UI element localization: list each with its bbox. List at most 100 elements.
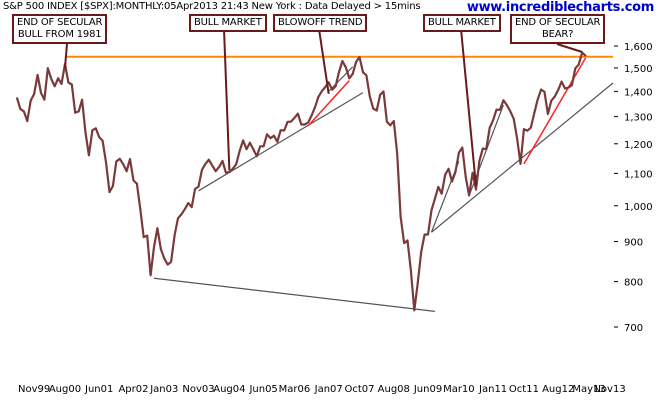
y-tick-label: 800 [624, 278, 643, 289]
price-point [396, 152, 399, 155]
price-point [112, 185, 114, 187]
x-tick-label: Aug04 [213, 384, 245, 395]
x-tick-label: Jan03 [149, 384, 178, 395]
price-point [214, 170, 217, 173]
price-point [529, 126, 532, 129]
price-point [173, 234, 176, 237]
leader-blowoff-trend [318, 28, 330, 94]
price-point [433, 197, 436, 200]
price-point [269, 137, 272, 140]
price-point [77, 110, 80, 113]
x-tick-label: Oct11 [509, 384, 539, 395]
price-point [74, 111, 77, 114]
price-point [115, 160, 118, 163]
price-point [372, 107, 375, 110]
price-point [314, 106, 316, 109]
y-tick-label: 1,100 [624, 169, 653, 180]
price-point [516, 137, 518, 140]
price-point [204, 163, 207, 165]
price-point [574, 67, 577, 70]
price-point [358, 56, 361, 58]
price-point [512, 117, 515, 120]
price-point [505, 104, 508, 106]
price-point [146, 234, 149, 237]
price-point [26, 120, 29, 122]
price-point [382, 90, 385, 93]
annotation-bull-market-2: BULL MARKET [423, 14, 501, 32]
price-point [485, 148, 488, 151]
x-tick-label: Mar10 [443, 384, 475, 395]
price-point [40, 91, 42, 94]
price-point [235, 163, 238, 166]
price-point [307, 121, 310, 124]
price-point [108, 191, 111, 194]
price-point [338, 71, 340, 73]
price-point [310, 114, 313, 117]
chart-title: S&P 500 INDEX [$SPX]:MONTHLY:05Apr2013 2… [3, 1, 421, 12]
price-point [567, 86, 570, 89]
price-point [389, 124, 392, 127]
annotation-bull-market-1: BULL MARKET [189, 14, 267, 32]
price-point [499, 108, 501, 111]
price-point [183, 208, 186, 211]
price-point [536, 98, 539, 101]
price-point [543, 90, 546, 93]
price-point [464, 175, 467, 178]
price-point [410, 269, 412, 272]
price-point [502, 99, 505, 102]
price-point [296, 112, 299, 115]
bull-trendline-2003 [198, 92, 364, 192]
price-point [457, 151, 460, 154]
price-point [577, 63, 580, 66]
trend-lines [64, 55, 614, 312]
price-point [53, 85, 56, 88]
red-trendline-2011 [523, 57, 587, 165]
price-point [88, 154, 90, 157]
long-bull-trendline [431, 82, 614, 233]
watermark-link[interactable]: www.incrediblecharts.com [466, 0, 654, 15]
price-point [447, 167, 450, 170]
x-tick-label: Aug12 [542, 384, 574, 395]
price-point [197, 185, 200, 188]
price-point [344, 66, 347, 69]
price-point [440, 192, 443, 195]
price-point [386, 120, 388, 123]
price-point [135, 182, 138, 185]
price-point [118, 157, 121, 160]
price-point [481, 147, 484, 150]
price-point [283, 129, 286, 132]
price-point [139, 208, 142, 211]
price-point [423, 233, 426, 236]
price-point [509, 110, 512, 113]
price-point [225, 171, 227, 174]
y-tick-label: 1,200 [624, 140, 653, 151]
price-point [519, 163, 522, 165]
price-point [266, 133, 268, 136]
price-point [201, 168, 203, 171]
price-point [320, 90, 323, 93]
price-point [91, 129, 94, 132]
y-tick-label: 1,600 [624, 42, 653, 53]
price-point [413, 309, 416, 312]
annotation-end-of-secular-bear: END OF SECULAR BEAR? [510, 14, 606, 44]
price-point [451, 180, 453, 183]
price-point [262, 145, 265, 148]
price-point [190, 206, 193, 209]
price-point [33, 93, 36, 95]
leader-bull-market-2 [460, 28, 477, 187]
price-point [478, 160, 481, 162]
price-point [348, 77, 351, 80]
y-tick-label: 700 [624, 323, 643, 334]
price-point [317, 95, 320, 98]
y-tick-label: 1,500 [624, 64, 653, 75]
price-point [471, 171, 474, 174]
price-point [180, 213, 183, 216]
x-tick-label: Jun09 [413, 384, 442, 395]
price-point [454, 171, 457, 174]
price-point [303, 123, 306, 126]
price-point [379, 93, 381, 96]
price-point [427, 233, 429, 236]
price-point [207, 158, 210, 161]
